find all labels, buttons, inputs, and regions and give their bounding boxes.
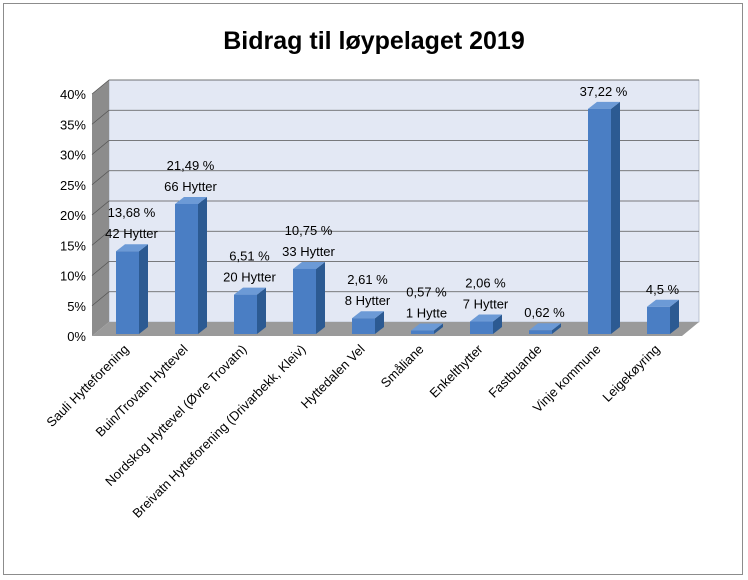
gridline-side xyxy=(91,261,110,276)
bar-side xyxy=(670,299,679,334)
data-label: 0,57 % xyxy=(406,285,447,300)
y-tick-label: 25% xyxy=(60,178,86,193)
bar-front xyxy=(352,318,375,334)
y-tick-label: 15% xyxy=(60,238,86,253)
y-tick-label: 0% xyxy=(67,329,86,344)
gridline-side xyxy=(91,170,110,186)
data-label: 37,22 % xyxy=(580,84,628,99)
bar-side xyxy=(198,196,207,334)
y-tick-label: 35% xyxy=(60,117,86,132)
data-labels: 13,68 % 42 Hytter 21,49 % 66 Hytter 6,51 % 20… xyxy=(105,84,679,321)
data-label: 0,62 % xyxy=(524,305,565,320)
bar-top xyxy=(175,196,207,204)
bar-front xyxy=(470,321,493,334)
y-tick-label: 10% xyxy=(60,269,86,284)
bar-side xyxy=(375,311,384,334)
bars xyxy=(116,101,679,334)
x-tick-label: Småliane xyxy=(378,342,427,391)
data-label: 20 Hytter xyxy=(223,270,276,285)
y-tick-label: 5% xyxy=(67,299,86,314)
gridline-side xyxy=(91,79,110,95)
x-tick-label: Enkelthytter xyxy=(426,341,486,401)
data-label: 10,75 % xyxy=(285,223,333,238)
bar xyxy=(647,299,679,334)
data-label: 7 Hytter xyxy=(463,297,509,312)
bar-top xyxy=(293,261,325,269)
bar-front xyxy=(647,306,670,334)
data-label: 66 Hytter xyxy=(164,179,217,194)
bar-top xyxy=(352,311,384,319)
bar-side xyxy=(611,101,620,334)
data-label: 1 Hytte xyxy=(406,306,447,321)
bar-front xyxy=(175,203,198,334)
data-label: 8 Hytter xyxy=(345,293,391,308)
bar-top xyxy=(411,323,443,331)
bar xyxy=(293,261,325,334)
bar-top xyxy=(116,244,148,252)
data-label: 2,61 % xyxy=(347,272,388,287)
bar-top xyxy=(234,287,266,295)
bar-top xyxy=(647,299,679,307)
bar xyxy=(352,311,384,334)
bar-chart: Bidrag til løypelaget 2019 0% 5% 10% 15% 20%… xyxy=(43,27,700,521)
bar-side xyxy=(257,287,266,334)
data-label: 42 Hytter xyxy=(105,226,158,241)
bar-side xyxy=(552,323,561,334)
bar-front xyxy=(588,108,611,334)
bar-front xyxy=(411,330,434,334)
gridline-side xyxy=(91,200,110,216)
bar-front xyxy=(293,268,316,334)
bar-front xyxy=(234,294,257,334)
x-tick-label: Leigekøyring xyxy=(599,342,662,405)
bar-side xyxy=(139,244,148,334)
gridline-side xyxy=(91,140,110,155)
chart-frame: Bidrag til løypelaget 2019 0% 5% 10% 15% 20%… xyxy=(3,3,743,575)
y-tick-label: 20% xyxy=(60,208,86,223)
bar xyxy=(234,287,266,334)
bar-top xyxy=(529,323,561,331)
gridline-side xyxy=(91,291,110,307)
chart-title: Bidrag til løypelaget 2019 xyxy=(223,27,525,55)
data-label: 4,5 % xyxy=(646,282,680,297)
bar-top xyxy=(470,314,502,322)
data-label: 2,06 % xyxy=(465,276,506,291)
bar-side xyxy=(434,323,443,334)
bar-front xyxy=(116,251,139,334)
y-tick-label: 40% xyxy=(60,87,86,102)
bar xyxy=(411,323,443,334)
y-axis-ticks: 0% 5% 10% 15% 20% 25% 30% 35% 40% xyxy=(60,87,86,344)
x-tick-label: Fastbuande xyxy=(485,342,544,401)
y-tick-label: 30% xyxy=(60,148,86,163)
bar xyxy=(175,196,207,334)
gridline-side xyxy=(91,230,110,246)
data-label: 33 Hytter xyxy=(282,244,335,259)
bar xyxy=(470,314,502,334)
data-label: 6,51 % xyxy=(229,249,270,264)
bar-front xyxy=(529,330,552,334)
bar-top xyxy=(588,101,620,109)
bar xyxy=(529,323,561,334)
data-label: 13,68 % xyxy=(108,205,156,220)
bar xyxy=(588,101,620,334)
bar-side xyxy=(493,314,502,334)
data-label: 21,49 % xyxy=(167,158,215,173)
bar-side xyxy=(316,261,325,334)
gridline-side xyxy=(91,109,110,125)
bar xyxy=(116,244,148,334)
